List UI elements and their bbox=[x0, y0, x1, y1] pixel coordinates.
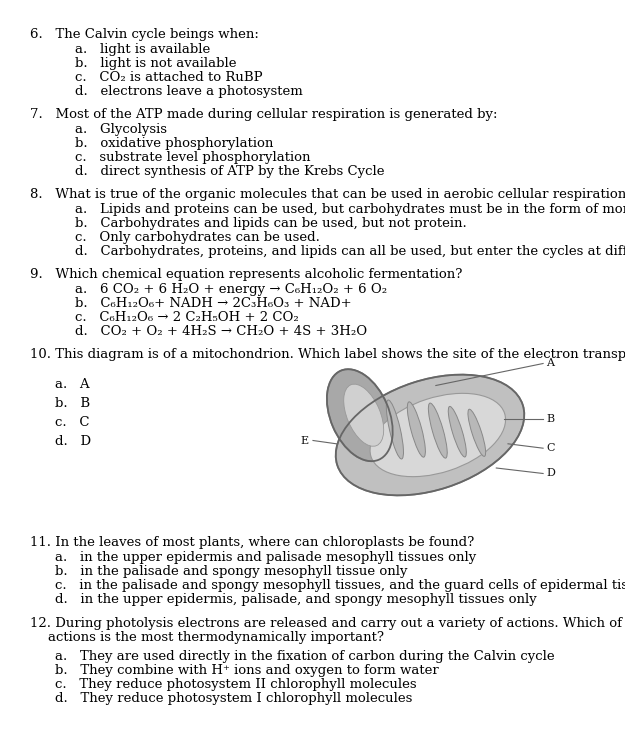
Text: b.   light is not available: b. light is not available bbox=[75, 57, 236, 70]
Text: d.   D: d. D bbox=[55, 435, 91, 448]
Ellipse shape bbox=[336, 375, 524, 496]
Text: d.   Carbohydrates, proteins, and lipids can all be used, but enter the cycles a: d. Carbohydrates, proteins, and lipids c… bbox=[75, 245, 625, 258]
Ellipse shape bbox=[386, 400, 404, 459]
Text: 6.   The Calvin cycle beings when:: 6. The Calvin cycle beings when: bbox=[30, 28, 259, 41]
Text: a.   They are used directly in the fixation of carbon during the Calvin cycle: a. They are used directly in the fixatio… bbox=[55, 650, 554, 663]
Text: a.   light is available: a. light is available bbox=[75, 43, 210, 56]
Text: b.   oxidative phosphorylation: b. oxidative phosphorylation bbox=[75, 137, 273, 150]
Ellipse shape bbox=[327, 370, 392, 462]
Text: b.   B: b. B bbox=[55, 397, 90, 410]
Text: c.   C: c. C bbox=[55, 416, 89, 429]
Text: 11. In the leaves of most plants, where can chloroplasts be found?: 11. In the leaves of most plants, where … bbox=[30, 536, 474, 549]
Text: C: C bbox=[546, 443, 554, 453]
Ellipse shape bbox=[344, 384, 384, 446]
Ellipse shape bbox=[428, 403, 448, 458]
Text: c.   They reduce photosystem II chlorophyll molecules: c. They reduce photosystem II chlorophyl… bbox=[55, 678, 417, 691]
Text: 12. During photolysis electrons are released and carry out a variety of actions.: 12. During photolysis electrons are rele… bbox=[30, 617, 625, 630]
Text: a.   Glycolysis: a. Glycolysis bbox=[75, 123, 167, 136]
Text: c.   in the palisade and spongy mesophyll tissues, and the guard cells of epider: c. in the palisade and spongy mesophyll … bbox=[55, 579, 625, 592]
Text: b.   in the palisade and spongy mesophyll tissue only: b. in the palisade and spongy mesophyll … bbox=[55, 565, 408, 578]
Text: actions is the most thermodynamically important?: actions is the most thermodynamically im… bbox=[48, 631, 384, 644]
Text: A: A bbox=[546, 358, 554, 369]
Text: 7.   Most of the ATP made during cellular respiration is generated by:: 7. Most of the ATP made during cellular … bbox=[30, 108, 498, 121]
Text: a.   A: a. A bbox=[55, 378, 89, 391]
Text: b.   Carbohydrates and lipids can be used, but not protein.: b. Carbohydrates and lipids can be used,… bbox=[75, 217, 467, 230]
Text: E: E bbox=[301, 436, 309, 445]
Text: B: B bbox=[546, 413, 554, 424]
Text: 8.   What is true of the organic molecules that can be used in aerobic cellular : 8. What is true of the organic molecules… bbox=[30, 188, 625, 201]
Text: a.   6 CO₂ + 6 H₂O + energy → C₆H₁₂O₂ + 6 O₂: a. 6 CO₂ + 6 H₂O + energy → C₆H₁₂O₂ + 6 … bbox=[75, 283, 387, 296]
Ellipse shape bbox=[468, 410, 486, 456]
Ellipse shape bbox=[408, 402, 426, 457]
Text: d.   direct synthesis of ATP by the Krebs Cycle: d. direct synthesis of ATP by the Krebs … bbox=[75, 165, 384, 178]
Text: c.   CO₂ is attached to RuBP: c. CO₂ is attached to RuBP bbox=[75, 71, 262, 84]
Text: d.   CO₂ + O₂ + 4H₂S → CH₂O + 4S + 3H₂O: d. CO₂ + O₂ + 4H₂S → CH₂O + 4S + 3H₂O bbox=[75, 325, 367, 338]
Text: c.   Only carbohydrates can be used.: c. Only carbohydrates can be used. bbox=[75, 231, 320, 244]
Text: d.   in the upper epidermis, palisade, and spongy mesophyll tissues only: d. in the upper epidermis, palisade, and… bbox=[55, 593, 537, 606]
Text: a.   in the upper epidermis and palisade mesophyll tissues only: a. in the upper epidermis and palisade m… bbox=[55, 551, 476, 564]
Text: b.   They combine with H⁺ ions and oxygen to form water: b. They combine with H⁺ ions and oxygen … bbox=[55, 664, 439, 677]
Text: d.   They reduce photosystem I chlorophyll molecules: d. They reduce photosystem I chlorophyll… bbox=[55, 692, 413, 705]
Text: b.   C₆H₁₂O₆+ NADH → 2C₃H₆O₃ + NAD+: b. C₆H₁₂O₆+ NADH → 2C₃H₆O₃ + NAD+ bbox=[75, 297, 352, 310]
Text: a.   Lipids and proteins can be used, but carbohydrates must be in the form of m: a. Lipids and proteins can be used, but … bbox=[75, 203, 625, 216]
Text: 10. This diagram is of a mitochondrion. Which label shows the site of the electr: 10. This diagram is of a mitochondrion. … bbox=[30, 348, 625, 361]
Text: c.   substrate level phosphorylation: c. substrate level phosphorylation bbox=[75, 151, 311, 164]
Text: 9.   Which chemical equation represents alcoholic fermentation?: 9. Which chemical equation represents al… bbox=[30, 268, 462, 281]
Ellipse shape bbox=[370, 393, 506, 476]
Text: d.   electrons leave a photosystem: d. electrons leave a photosystem bbox=[75, 85, 302, 98]
Text: c.   C₆H₁₂O₆ → 2 C₂H₅OH + 2 CO₂: c. C₆H₁₂O₆ → 2 C₂H₅OH + 2 CO₂ bbox=[75, 311, 299, 324]
Text: D: D bbox=[546, 468, 555, 479]
Ellipse shape bbox=[448, 407, 466, 457]
